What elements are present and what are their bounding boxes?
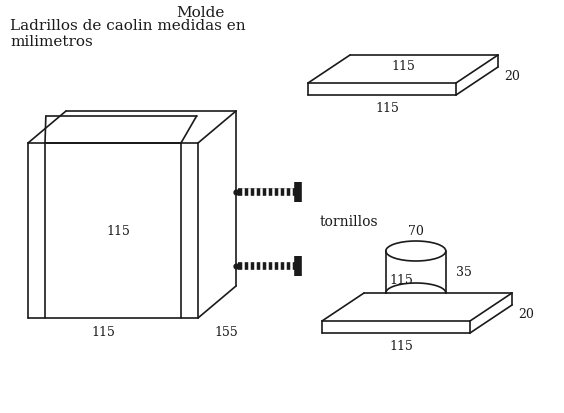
Text: 155: 155 (214, 326, 238, 339)
Text: 115: 115 (106, 224, 130, 237)
Text: 115: 115 (91, 326, 115, 339)
Text: 20: 20 (518, 307, 534, 320)
Text: 20: 20 (504, 69, 520, 82)
Text: 35: 35 (456, 266, 472, 279)
Text: 70: 70 (408, 225, 424, 238)
Text: 115: 115 (375, 102, 399, 115)
Text: 115: 115 (389, 339, 413, 353)
Text: Ladrillos de caolin medidas en
milimetros: Ladrillos de caolin medidas en milimetro… (10, 19, 246, 49)
Text: 115: 115 (389, 274, 413, 287)
Text: 115: 115 (391, 60, 415, 74)
Text: tornillos: tornillos (320, 214, 378, 228)
Text: Molde: Molde (176, 6, 224, 20)
